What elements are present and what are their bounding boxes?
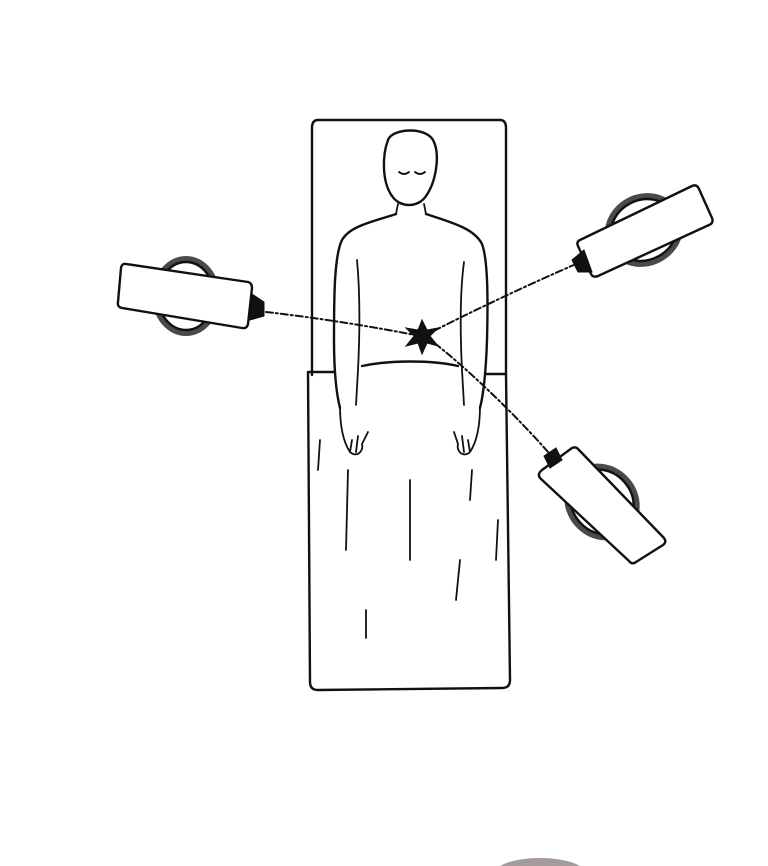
treatment-head-left-body <box>116 262 254 330</box>
treatment-head-lower-right-body <box>537 446 667 565</box>
radiation-beam-lower-right <box>427 337 549 453</box>
patient-hand-right <box>453 405 481 456</box>
patient-eye-left <box>398 171 410 175</box>
sheet-fold-5 <box>455 559 461 601</box>
patient-neck <box>395 203 427 215</box>
sheet-fold-2 <box>345 469 349 551</box>
treatment-head-left <box>116 256 265 336</box>
treatment-head-upper-right-body <box>576 184 714 278</box>
treatment-head-lower-right-nozzle <box>543 447 563 469</box>
radiation-beam-upper-right <box>423 263 577 337</box>
sheet <box>306 360 512 692</box>
treatment-couch <box>310 118 508 377</box>
sheet-outline <box>306 370 512 692</box>
treatment-head-left-nozzle <box>249 293 265 321</box>
patient-head <box>382 129 438 207</box>
patient-torso-right <box>424 212 489 410</box>
radiation-beam-left <box>265 311 421 337</box>
patient-arm-right-inner <box>459 261 465 406</box>
tumor-target <box>404 318 440 356</box>
patient-eye-right <box>414 171 426 175</box>
patient-hand-left <box>339 405 369 456</box>
sheet-top-edge <box>360 360 460 368</box>
corner-artifact <box>500 858 580 866</box>
treatment-head-upper-right-nozzle <box>571 249 593 273</box>
patient-arm-left-inner <box>355 259 361 406</box>
treatment-head-lower-right <box>537 446 667 565</box>
patient-torso-left <box>332 212 398 410</box>
sheet-fold-7 <box>495 519 499 561</box>
patient <box>332 129 489 456</box>
treatment-head-upper-right <box>571 184 714 278</box>
sheet-fold-4 <box>469 469 473 501</box>
sheet-fold-1 <box>317 439 321 471</box>
